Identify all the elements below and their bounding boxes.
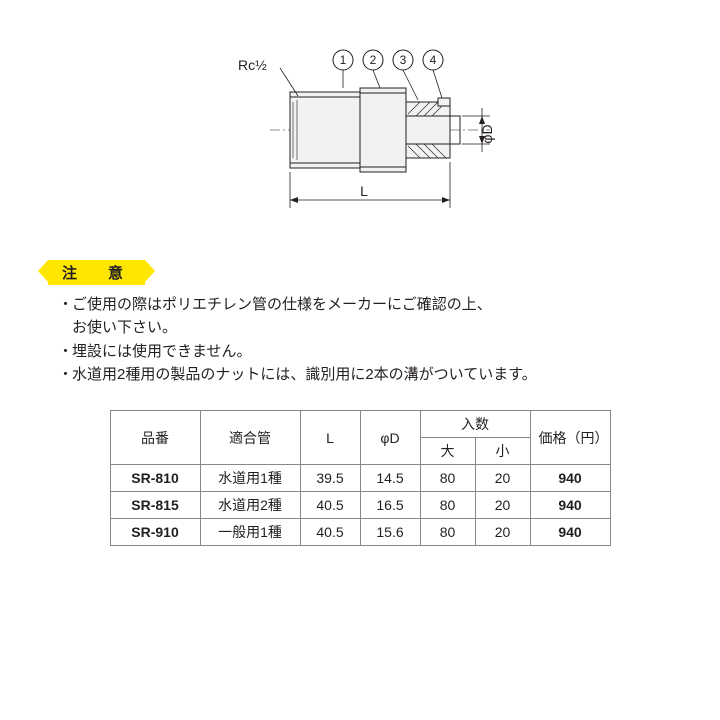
callout-1: 1	[333, 50, 353, 88]
svg-text:1: 1	[340, 53, 347, 67]
th-part: 品番	[110, 411, 200, 465]
svg-text:4: 4	[430, 53, 437, 67]
technical-drawing: Rc½ 1 2 3 4	[40, 30, 680, 230]
th-qty-large: 大	[420, 438, 475, 465]
table-row: SR-815 水道用2種 40.5 16.5 80 20 940	[110, 492, 610, 519]
callout-4: 4	[423, 50, 443, 98]
label-phiD: φD	[479, 124, 495, 143]
th-price: 価格（円）	[530, 411, 610, 465]
callout-2: 2	[363, 50, 383, 88]
th-qty-small: 小	[475, 438, 530, 465]
table-row: SR-910 一般用1種 40.5 15.6 80 20 940	[110, 519, 610, 546]
svg-text:2: 2	[370, 53, 377, 67]
caution-list: ご使用の際はポリエチレン管の仕様をメーカーにご確認の上、 お使い下さい。 埋設に…	[40, 293, 680, 386]
th-qty: 入数	[420, 411, 530, 438]
caution-badge: 注 意	[48, 260, 145, 285]
th-pipe: 適合管	[200, 411, 300, 465]
th-D: φD	[360, 411, 420, 465]
drawing-svg: Rc½ 1 2 3 4	[180, 30, 540, 230]
th-L: L	[300, 411, 360, 465]
caution-item: ご使用の際はポリエチレン管の仕様をメーカーにご確認の上、 お使い下さい。	[58, 293, 680, 340]
label-thread: Rc½	[238, 57, 267, 73]
spec-table: 品番 適合管 L φD 入数 価格（円） 大 小 SR-810 水道用1種 39…	[110, 410, 611, 546]
table-row: SR-810 水道用1種 39.5 14.5 80 20 940	[110, 465, 610, 492]
caution-item: 埋設には使用できません。	[58, 340, 680, 363]
caution-item: 水道用2種用の製品のナットには、識別用に2本の溝がついています。	[58, 363, 680, 386]
label-L: L	[360, 183, 368, 199]
svg-text:3: 3	[400, 53, 407, 67]
